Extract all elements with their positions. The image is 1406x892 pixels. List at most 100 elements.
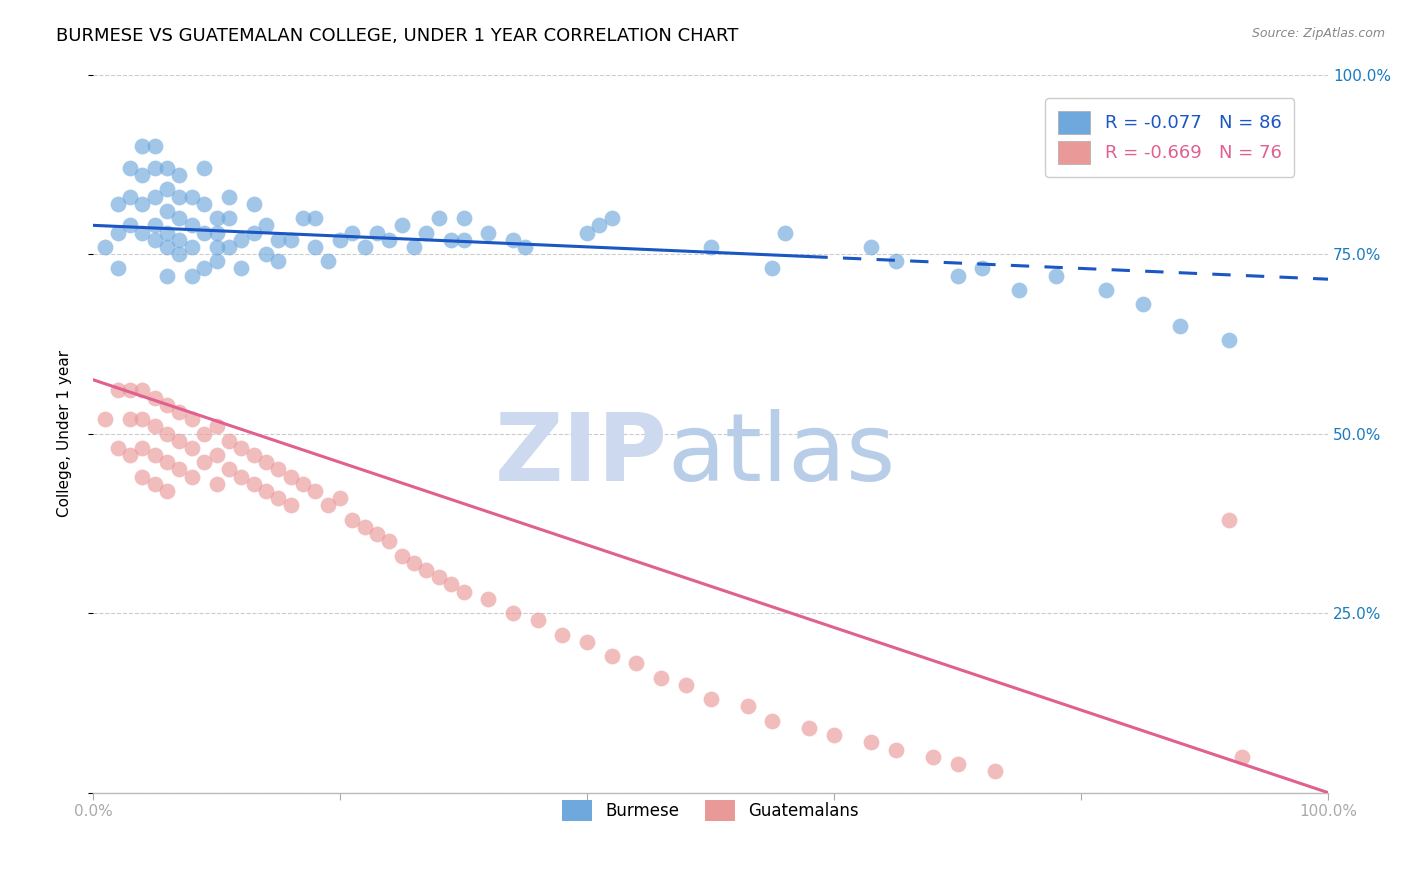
Point bbox=[576, 635, 599, 649]
Point bbox=[761, 261, 783, 276]
Point bbox=[231, 261, 253, 276]
Point bbox=[94, 412, 117, 426]
Point bbox=[291, 211, 314, 226]
Point bbox=[218, 462, 240, 476]
Point bbox=[143, 391, 166, 405]
Point bbox=[1168, 318, 1191, 333]
Point bbox=[650, 671, 672, 685]
Legend: Burmese, Guatemalans: Burmese, Guatemalans bbox=[550, 787, 872, 835]
Point bbox=[280, 469, 302, 483]
Point bbox=[180, 268, 202, 283]
Point bbox=[156, 161, 179, 175]
Point bbox=[205, 240, 228, 254]
Point bbox=[440, 577, 463, 591]
Point bbox=[353, 520, 375, 534]
Point bbox=[1008, 283, 1031, 297]
Point bbox=[205, 254, 228, 268]
Point bbox=[131, 196, 153, 211]
Point bbox=[316, 499, 339, 513]
Point bbox=[156, 226, 179, 240]
Point bbox=[600, 649, 623, 664]
Point bbox=[218, 240, 240, 254]
Point bbox=[169, 233, 191, 247]
Point bbox=[205, 226, 228, 240]
Point bbox=[576, 226, 599, 240]
Point bbox=[143, 161, 166, 175]
Point bbox=[1218, 513, 1240, 527]
Point bbox=[884, 254, 907, 268]
Point bbox=[193, 426, 215, 441]
Point bbox=[329, 491, 352, 506]
Point bbox=[427, 211, 450, 226]
Point bbox=[131, 139, 153, 153]
Point bbox=[131, 469, 153, 483]
Point bbox=[699, 692, 721, 706]
Point bbox=[169, 462, 191, 476]
Point bbox=[291, 476, 314, 491]
Point bbox=[180, 469, 202, 483]
Point bbox=[169, 434, 191, 448]
Point bbox=[551, 628, 574, 642]
Text: atlas: atlas bbox=[668, 409, 896, 501]
Point bbox=[515, 240, 537, 254]
Point bbox=[477, 226, 499, 240]
Point bbox=[193, 226, 215, 240]
Point bbox=[205, 476, 228, 491]
Point bbox=[773, 226, 796, 240]
Point bbox=[254, 219, 277, 233]
Point bbox=[427, 570, 450, 584]
Point bbox=[329, 233, 352, 247]
Point bbox=[267, 491, 290, 506]
Point bbox=[280, 499, 302, 513]
Point bbox=[1230, 749, 1253, 764]
Point bbox=[143, 476, 166, 491]
Point bbox=[316, 254, 339, 268]
Point bbox=[267, 462, 290, 476]
Point bbox=[143, 233, 166, 247]
Point bbox=[180, 240, 202, 254]
Point bbox=[120, 448, 142, 462]
Point bbox=[378, 534, 401, 549]
Point bbox=[242, 226, 264, 240]
Point bbox=[267, 254, 290, 268]
Point bbox=[156, 240, 179, 254]
Point bbox=[353, 240, 375, 254]
Point bbox=[131, 412, 153, 426]
Point bbox=[799, 721, 821, 735]
Point bbox=[1045, 268, 1067, 283]
Point bbox=[737, 699, 759, 714]
Point bbox=[254, 483, 277, 498]
Point bbox=[231, 441, 253, 455]
Point bbox=[415, 226, 437, 240]
Point bbox=[193, 161, 215, 175]
Point bbox=[107, 441, 129, 455]
Point bbox=[156, 182, 179, 196]
Point bbox=[205, 448, 228, 462]
Point bbox=[242, 476, 264, 491]
Point bbox=[156, 268, 179, 283]
Point bbox=[231, 469, 253, 483]
Point bbox=[169, 211, 191, 226]
Point bbox=[946, 756, 969, 771]
Point bbox=[304, 211, 326, 226]
Point bbox=[218, 189, 240, 203]
Point bbox=[440, 233, 463, 247]
Point bbox=[526, 613, 548, 627]
Point bbox=[378, 233, 401, 247]
Point bbox=[131, 226, 153, 240]
Point bbox=[193, 455, 215, 469]
Point bbox=[1132, 297, 1154, 311]
Point bbox=[254, 455, 277, 469]
Point bbox=[280, 233, 302, 247]
Point bbox=[107, 261, 129, 276]
Point bbox=[169, 189, 191, 203]
Point bbox=[304, 483, 326, 498]
Point bbox=[180, 441, 202, 455]
Point bbox=[107, 226, 129, 240]
Point bbox=[143, 139, 166, 153]
Point bbox=[626, 657, 648, 671]
Point bbox=[169, 168, 191, 182]
Point bbox=[860, 735, 883, 749]
Point bbox=[156, 204, 179, 219]
Point bbox=[156, 426, 179, 441]
